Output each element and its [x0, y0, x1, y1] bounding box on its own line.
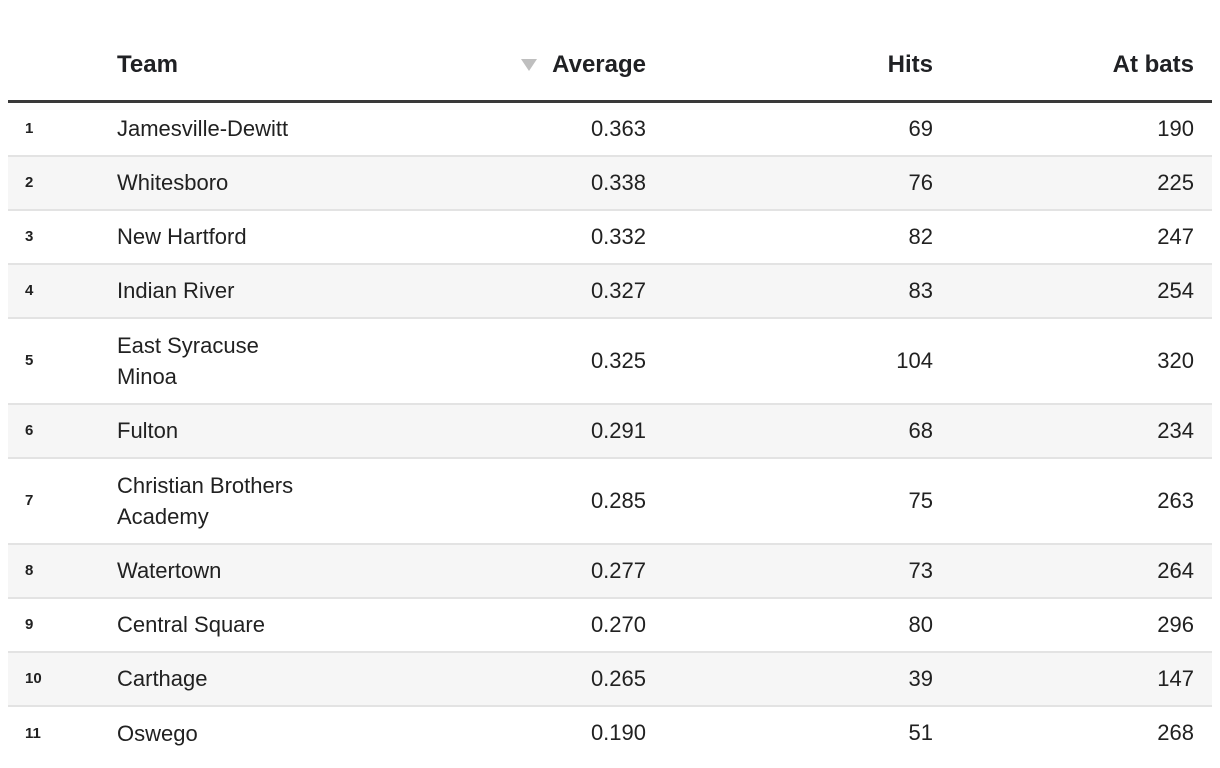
table-row: 2 Whitesboro 0.338 76 225: [8, 155, 1212, 210]
team-name-cell: New Hartford: [117, 224, 247, 249]
hits-cell: 80: [908, 611, 933, 637]
table-row: 5 East Syracuse Minoa 0.325 104 320: [8, 317, 1212, 404]
column-header-average-label: Average: [552, 51, 646, 78]
hits-cell: 51: [908, 720, 933, 745]
at-bats-cell: 263: [1157, 487, 1194, 513]
table-row: 10 Carthage 0.265 39 147: [8, 651, 1212, 706]
hits-cell: 83: [908, 277, 933, 303]
at-bats-cell: 320: [1157, 347, 1194, 373]
hits-cell: 39: [908, 665, 933, 691]
at-bats-cell: 296: [1157, 611, 1194, 637]
column-header-average[interactable]: Average: [437, 0, 646, 103]
average-cell: 0.291: [590, 417, 646, 443]
team-name-cell: Oswego: [117, 720, 198, 746]
team-name-cell: Whitesboro: [117, 170, 229, 195]
table-row: 8 Watertown 0.277 73 264: [8, 543, 1212, 598]
average-cell: 0.325: [590, 347, 646, 373]
table-row: 1 Jamesville-Dewitt 0.363 69 190: [8, 102, 1212, 156]
at-bats-cell: 268: [1157, 720, 1194, 745]
at-bats-cell: 225: [1157, 169, 1194, 195]
team-name-cell: Fulton: [117, 418, 179, 443]
team-name-cell: Christian Brothers Academy: [117, 472, 294, 529]
team-name-cell: East Syracuse Minoa: [117, 332, 259, 389]
at-bats-cell: 190: [1157, 115, 1194, 141]
stats-table: Team Average Hits At bats 1 Jamesville-D…: [8, 0, 1212, 760]
table-row: 7 Christian Brothers Academy 0.285 75 26…: [8, 457, 1212, 544]
team-name-cell: Carthage: [117, 666, 208, 691]
row-rank: 1: [25, 120, 34, 138]
row-rank: 5: [25, 352, 34, 369]
table-row: 4 Indian River 0.327 83 254: [8, 263, 1212, 318]
header-row: Team Average Hits At bats: [8, 0, 1212, 103]
team-name-cell: Watertown: [117, 558, 222, 583]
row-rank: 3: [25, 228, 34, 245]
hits-cell: 82: [908, 223, 933, 249]
average-cell: 0.190: [590, 720, 646, 745]
row-rank: 10: [25, 670, 42, 687]
at-bats-cell: 254: [1157, 277, 1194, 303]
column-header-team[interactable]: Team: [117, 0, 437, 103]
row-rank: 2: [25, 174, 34, 191]
row-rank: 4: [25, 282, 34, 299]
at-bats-cell: 147: [1157, 665, 1194, 691]
hits-cell: 69: [908, 115, 933, 141]
hits-cell: 73: [908, 557, 933, 583]
table-row: 6 Fulton 0.291 68 234: [8, 403, 1212, 458]
column-header-hits[interactable]: Hits: [646, 0, 933, 103]
at-bats-cell: 234: [1157, 417, 1194, 443]
team-name-cell: Central Square: [117, 612, 265, 637]
column-header-at-bats[interactable]: At bats: [933, 0, 1212, 103]
table-body: 1 Jamesville-Dewitt 0.363 69 190 2 White…: [8, 102, 1212, 760]
average-cell: 0.338: [590, 169, 646, 195]
table-row: 11 Oswego 0.190 51 268: [8, 705, 1212, 760]
average-cell: 0.285: [590, 487, 646, 513]
hits-cell: 104: [896, 347, 933, 373]
team-name-cell: Jamesville-Dewitt: [117, 116, 289, 142]
row-rank: 8: [25, 562, 34, 579]
hits-cell: 76: [908, 169, 933, 195]
sort-descending-icon: [521, 59, 538, 71]
average-cell: 0.332: [590, 223, 646, 249]
average-cell: 0.327: [590, 277, 646, 303]
average-cell: 0.277: [590, 557, 646, 583]
table-row: 3 New Hartford 0.332 82 247: [8, 209, 1212, 264]
average-cell: 0.363: [590, 115, 646, 141]
table-row: 9 Central Square 0.270 80 296: [8, 597, 1212, 652]
table-header: Team Average Hits At bats: [8, 0, 1212, 103]
at-bats-cell: 264: [1157, 557, 1194, 583]
at-bats-cell: 247: [1157, 223, 1194, 249]
average-cell: 0.265: [590, 665, 646, 691]
hits-cell: 75: [908, 487, 933, 513]
row-rank: 9: [25, 616, 34, 633]
row-rank: 7: [25, 492, 34, 509]
row-rank: 11: [25, 724, 41, 742]
team-name-cell: Indian River: [117, 278, 235, 303]
column-header-rank: [8, 0, 117, 103]
row-rank: 6: [25, 422, 34, 439]
hits-cell: 68: [908, 417, 933, 443]
average-cell: 0.270: [590, 611, 646, 637]
